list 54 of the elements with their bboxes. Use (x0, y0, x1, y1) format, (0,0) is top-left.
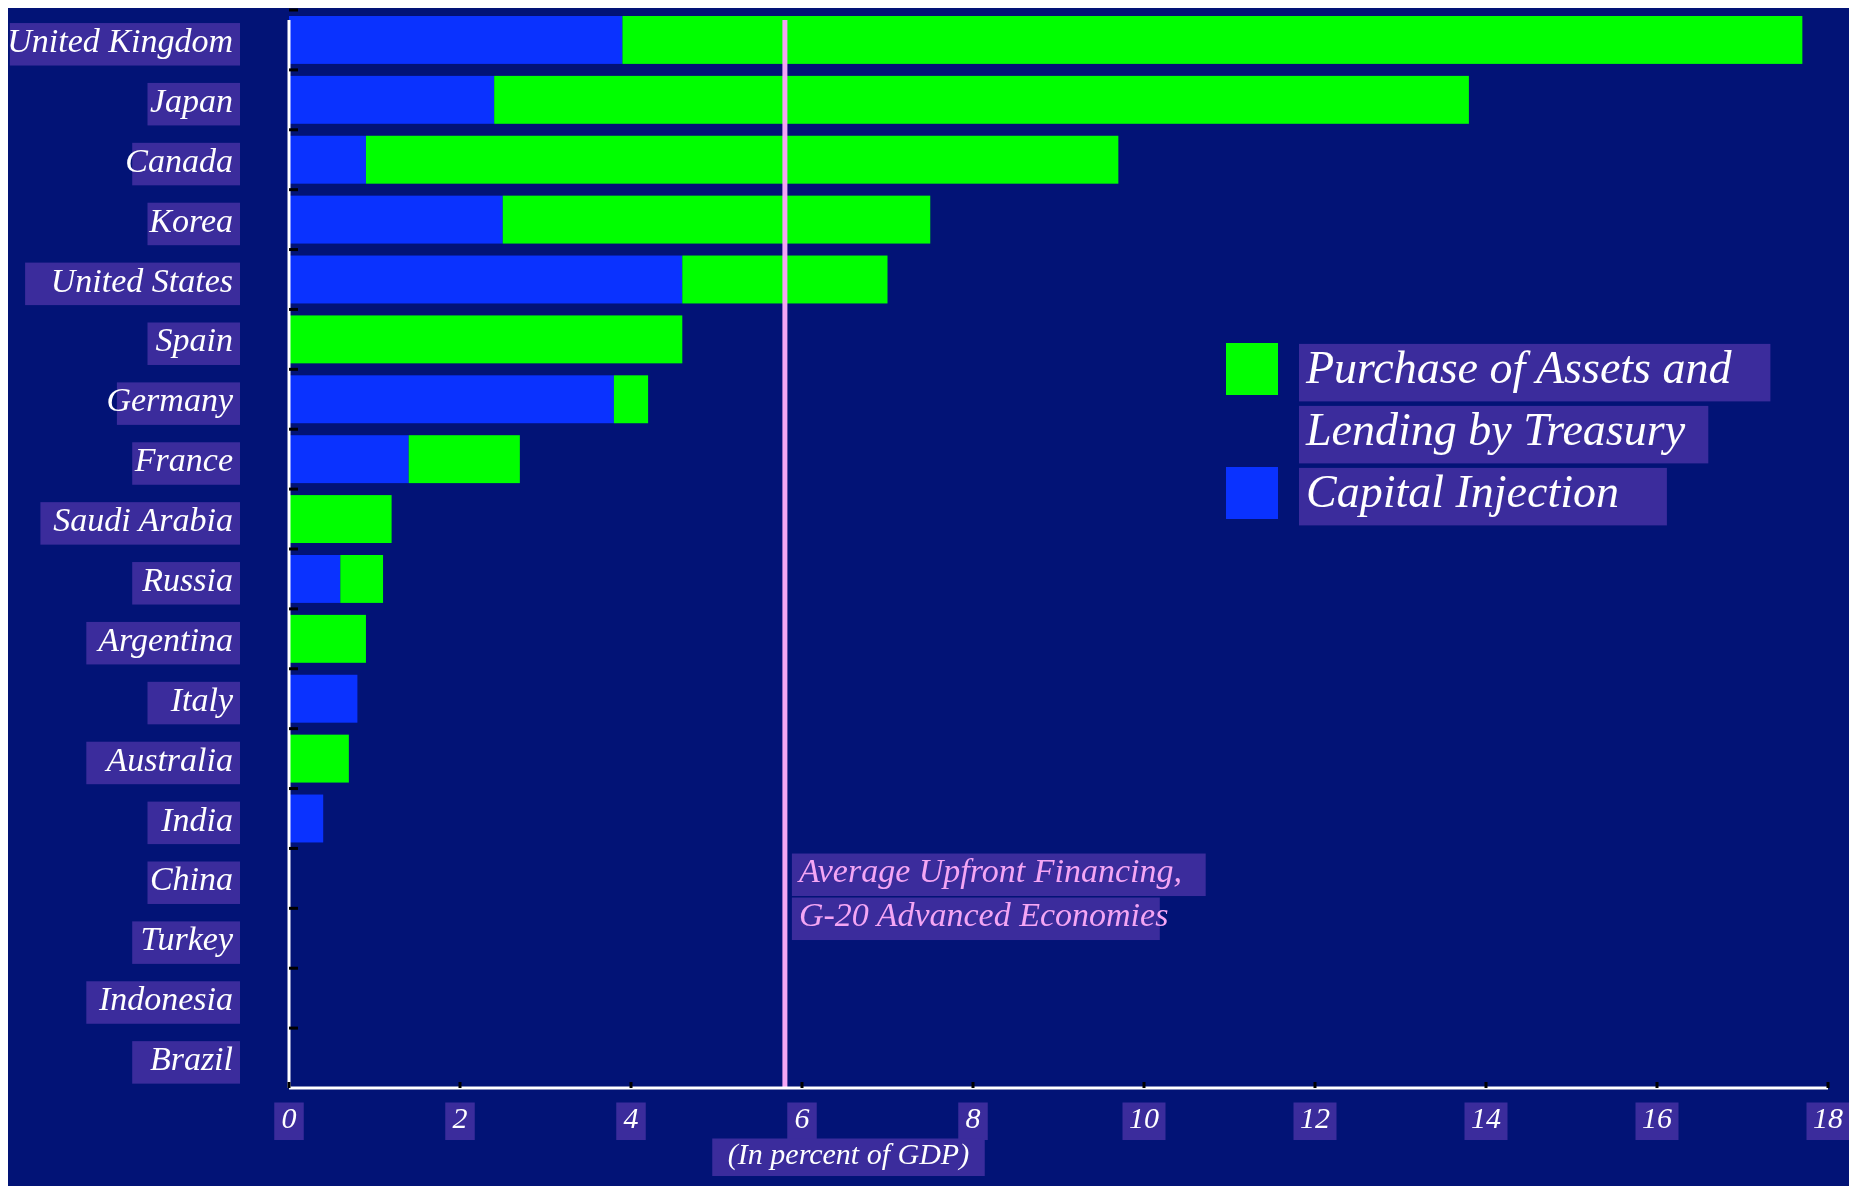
y-tick-label: France (133, 441, 233, 479)
y-tick-label: Germany (106, 381, 234, 419)
legend-label: Capital Injection (1306, 466, 1620, 517)
y-tick-label: Canada (125, 141, 233, 179)
x-tick-label: 16 (1642, 1101, 1672, 1134)
x-tick-label: 14 (1471, 1101, 1501, 1134)
y-tick-label: Russia (141, 560, 233, 598)
ref-line-label: Average Upfront Financing, G-20 Advanced Economies (796, 852, 1182, 934)
x-tick-label: 2 (452, 1101, 468, 1134)
y-tick-label: United Kingdom (7, 21, 233, 59)
x-tick-label: 6 (794, 1101, 810, 1134)
x-tick-label: 8 (965, 1101, 981, 1134)
legend-label: Purchase of Assets and Lending by Treasury (1305, 342, 1733, 455)
y-tick-label: Spain (155, 321, 233, 359)
x-tick-label: 4 (623, 1101, 639, 1134)
y-tick-label: Turkey (140, 920, 234, 958)
bar (289, 435, 409, 484)
bar (289, 15, 623, 64)
bar (340, 554, 384, 603)
bar (289, 255, 683, 304)
y-tick-label: Argentina (96, 620, 233, 658)
y-tick-label: Italy (169, 680, 234, 718)
bar (289, 495, 392, 544)
bar (289, 315, 683, 364)
y-tick-label: United States (50, 261, 233, 299)
bar (289, 75, 495, 124)
bar (502, 195, 931, 244)
bar (622, 15, 1803, 64)
y-tick-label: Brazil (149, 1040, 233, 1078)
bar (289, 135, 366, 184)
bar (365, 135, 1119, 184)
x-axis-title: (In percent of GDP) (727, 1137, 970, 1171)
y-tick-label: Australia (104, 740, 233, 778)
x-tick-label: 12 (1300, 1101, 1330, 1134)
bar (289, 734, 349, 783)
bar (682, 255, 888, 304)
bar (289, 674, 358, 723)
bar (408, 435, 520, 484)
bar (613, 375, 649, 424)
bar (289, 554, 341, 603)
y-tick-label: India (160, 800, 233, 838)
y-tick-label: Japan (149, 81, 233, 119)
x-tick-label: 0 (281, 1101, 297, 1134)
bar (289, 195, 503, 244)
x-tick-label: 18 (1813, 1101, 1843, 1134)
bar (494, 75, 1469, 124)
x-tick-label: 10 (1129, 1101, 1159, 1134)
y-tick-label: China (149, 860, 233, 898)
y-tick-label: Korea (148, 201, 233, 239)
bar (289, 375, 614, 424)
bar (289, 794, 324, 843)
y-tick-label: Saudi Arabia (53, 501, 233, 539)
bar (289, 614, 366, 663)
y-tick-label: Indonesia (97, 980, 233, 1018)
